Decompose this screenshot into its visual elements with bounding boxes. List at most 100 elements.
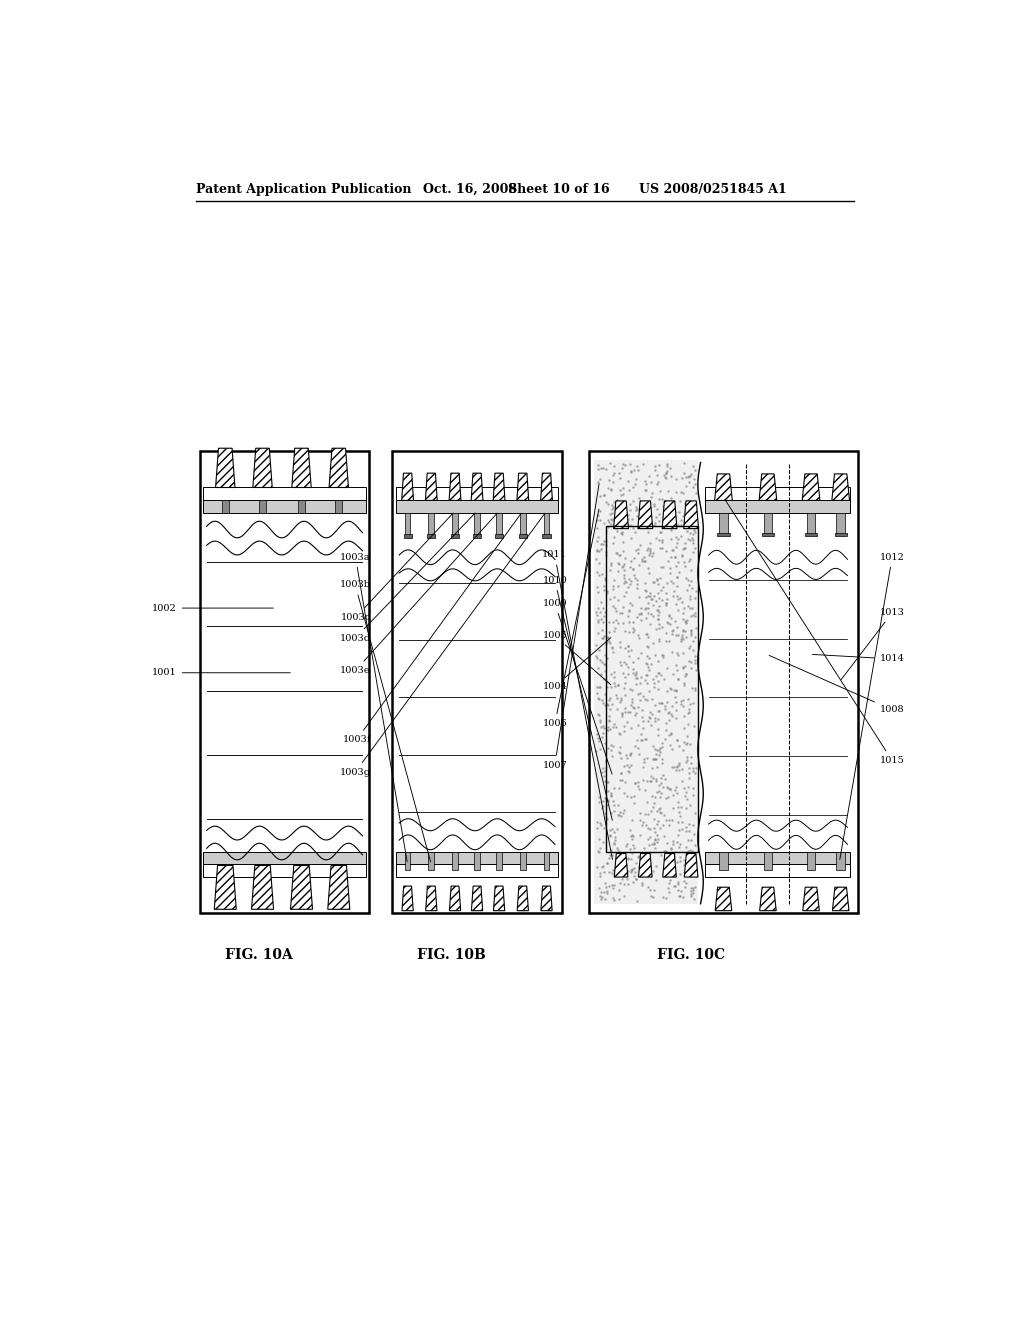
Point — [606, 597, 623, 618]
Point — [601, 843, 617, 865]
Point — [629, 506, 645, 527]
Point — [645, 767, 662, 788]
Point — [672, 490, 688, 511]
Point — [659, 612, 676, 634]
Point — [606, 586, 623, 607]
Point — [605, 527, 622, 548]
Point — [678, 663, 694, 684]
Point — [663, 704, 679, 725]
Point — [655, 862, 672, 883]
Point — [651, 799, 668, 820]
Point — [595, 758, 611, 779]
Point — [655, 645, 672, 667]
Point — [589, 648, 605, 669]
Point — [647, 787, 664, 808]
Point — [685, 888, 701, 909]
Point — [624, 859, 640, 880]
Point — [650, 628, 667, 649]
Point — [592, 500, 608, 521]
Point — [588, 549, 604, 570]
Point — [666, 756, 682, 777]
Point — [683, 620, 699, 642]
Point — [591, 829, 607, 850]
Point — [686, 715, 702, 737]
Point — [628, 869, 644, 890]
Point — [658, 453, 675, 474]
Point — [590, 727, 606, 748]
Point — [600, 862, 616, 883]
Point — [624, 859, 640, 880]
Point — [593, 888, 609, 909]
Point — [650, 701, 667, 722]
Point — [596, 484, 612, 506]
Point — [649, 678, 666, 700]
Point — [637, 573, 653, 594]
Point — [640, 557, 656, 578]
Point — [662, 710, 678, 731]
Point — [655, 886, 672, 907]
Point — [648, 800, 665, 821]
Point — [610, 866, 627, 887]
Point — [656, 729, 673, 750]
Point — [633, 723, 649, 744]
Bar — [805, 533, 817, 536]
Point — [607, 616, 624, 638]
Point — [613, 869, 630, 890]
Point — [615, 783, 632, 804]
Point — [646, 710, 663, 731]
Point — [679, 726, 695, 747]
Point — [640, 710, 656, 731]
Point — [601, 820, 617, 841]
Point — [678, 858, 694, 879]
Point — [677, 665, 693, 686]
Point — [673, 631, 689, 652]
Point — [590, 623, 606, 644]
Point — [589, 605, 605, 626]
Point — [615, 454, 632, 475]
Point — [626, 785, 642, 807]
Point — [595, 458, 611, 479]
Point — [595, 855, 611, 876]
Point — [603, 783, 620, 804]
Point — [650, 582, 667, 603]
Point — [657, 696, 674, 717]
Point — [676, 705, 692, 726]
Point — [684, 578, 700, 599]
Point — [604, 611, 621, 632]
Point — [658, 591, 675, 612]
Bar — [474, 513, 480, 536]
Point — [631, 627, 647, 648]
Point — [645, 515, 662, 536]
Point — [621, 664, 637, 685]
Point — [631, 714, 647, 735]
Point — [679, 788, 695, 809]
Point — [615, 846, 632, 867]
Point — [660, 853, 677, 874]
Polygon shape — [253, 449, 272, 487]
Text: Patent Application Publication: Patent Application Publication — [196, 182, 412, 195]
Point — [677, 556, 693, 577]
Point — [600, 622, 616, 643]
Point — [630, 738, 646, 759]
Point — [680, 528, 696, 549]
Point — [641, 614, 657, 635]
Point — [637, 586, 653, 607]
Point — [594, 627, 610, 648]
Bar — [807, 851, 815, 870]
Text: 1003c: 1003c — [341, 513, 454, 622]
Point — [680, 841, 696, 862]
Point — [623, 825, 639, 846]
Point — [592, 469, 608, 490]
Point — [680, 595, 696, 616]
Point — [591, 688, 607, 709]
Point — [605, 508, 622, 529]
Point — [628, 661, 644, 682]
Polygon shape — [450, 473, 461, 500]
Point — [635, 770, 651, 791]
Point — [674, 771, 690, 792]
Point — [670, 810, 686, 832]
Point — [671, 755, 687, 776]
Point — [643, 603, 659, 624]
Point — [621, 874, 637, 895]
Point — [610, 507, 627, 528]
